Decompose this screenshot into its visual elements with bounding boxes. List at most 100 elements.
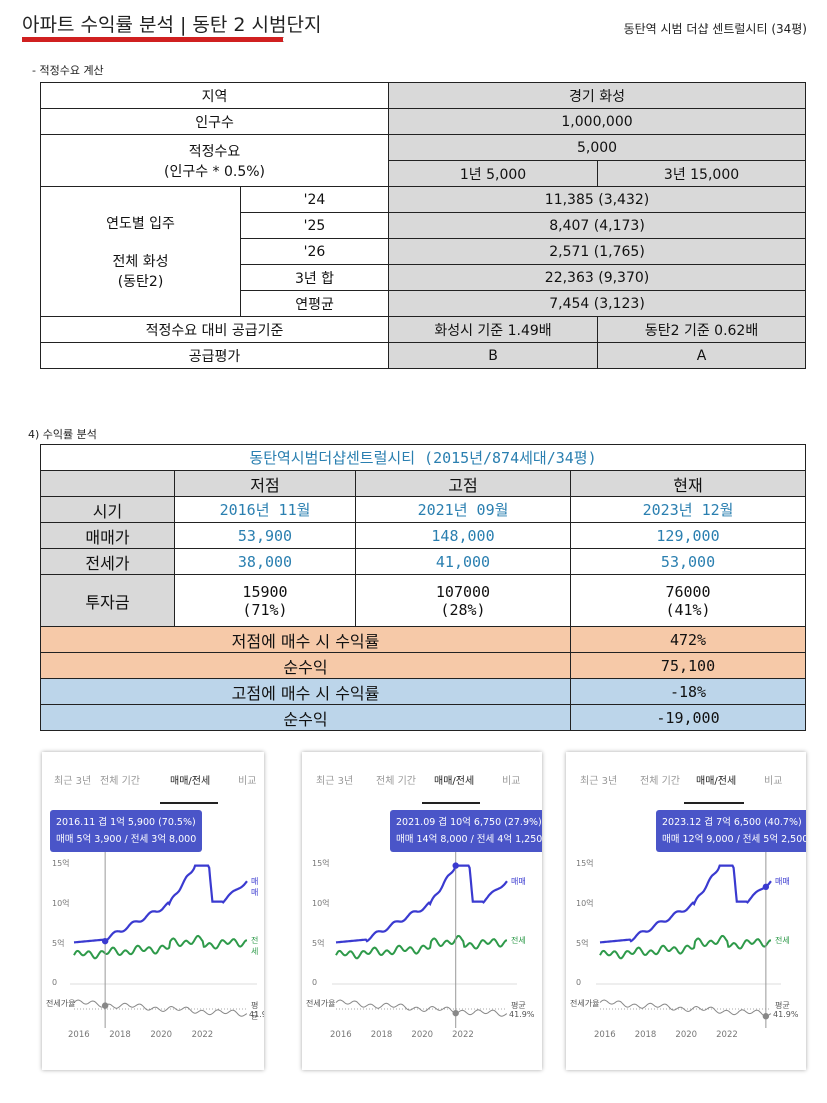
x-tick-label: 2016 — [594, 1030, 616, 1040]
move-in-label-line1: 연도별 입주 — [106, 215, 175, 232]
population-value: 1,000,000 — [388, 108, 807, 135]
chart-tab[interactable]: 매매/전세 — [696, 776, 737, 787]
chart-tab[interactable]: 비교 — [238, 776, 257, 787]
period-value: 2021년 09월 — [355, 496, 571, 523]
chart-tab[interactable]: 전체 기간 — [640, 776, 680, 787]
year-label: '26 — [239, 238, 390, 265]
chart-tooltip: 2023.12 겹 7억 6,500 (40.7%) 매매 12억 9,000 /… — [656, 810, 806, 852]
sale-series-label: 매매 — [511, 877, 526, 887]
sale-marker — [101, 937, 109, 945]
eval-dongtan: A — [597, 342, 807, 369]
chart-tab[interactable]: 전체 기간 — [100, 776, 140, 787]
demand-3y: 3년 15,000 — [597, 160, 807, 187]
price-chart-svg — [70, 852, 257, 1028]
active-tab-underline — [684, 802, 744, 804]
y-tick-label: 15억 — [52, 859, 70, 868]
x-tick-label: 2022 — [452, 1030, 474, 1040]
period-value: 2023년 12월 — [569, 496, 807, 523]
demand-value: 5,000 — [388, 134, 807, 161]
chart-tabs: 최근 3년 전체 기간 매매/전세 비교 — [302, 772, 542, 792]
supply-dongtan: 동탄2 기준 0.62배 — [597, 316, 807, 343]
y-tick-label: 5억 — [312, 939, 325, 948]
ratio-series-line — [73, 999, 248, 1017]
jeonse-value: 41,000 — [355, 548, 571, 575]
sale-series-line — [73, 864, 248, 944]
section2-label: 4) 수익률 분석 — [28, 428, 97, 441]
sale-value: 53,900 — [174, 522, 356, 549]
jeonse-value: 38,000 — [174, 548, 356, 575]
jeonse-series-line — [73, 934, 248, 960]
chart-tab[interactable]: 비교 — [764, 776, 783, 787]
jeonse-series-label: 전세 — [251, 936, 259, 957]
eval-label: 공급평가 — [39, 342, 390, 369]
invest-pct: (28%) — [440, 600, 486, 619]
supply-hwaseong: 화성시 기준 1.49배 — [388, 316, 599, 343]
year-value: 11,385 (3,432) — [388, 186, 807, 213]
ratio-marker — [452, 1009, 459, 1017]
region-label: 지역 — [39, 82, 390, 109]
year-value: 7,454 (3,123) — [388, 290, 807, 317]
jeonse-series-label: 전세 — [775, 936, 790, 946]
page-subtitle: 동탄역 시범 더샵 센트럴시티 (34평) — [623, 22, 807, 36]
y-tick-label: 0 — [312, 978, 318, 987]
ratio-average-label: 평균 — [775, 1001, 790, 1010]
chart-tab[interactable]: 비교 — [502, 776, 521, 787]
ratio-label: 전세가율 — [306, 999, 336, 1008]
x-tick-label: 2020 — [411, 1030, 434, 1040]
y-tick-label: 5억 — [52, 939, 65, 948]
chart-tab[interactable]: 최근 3년 — [580, 776, 618, 787]
ratio-label: 전세가율 — [570, 999, 600, 1008]
active-tab-underline — [160, 802, 218, 804]
invest-amount: 107000 — [435, 582, 491, 601]
y-tick-label: 10억 — [576, 899, 594, 908]
y-tick-label: 0 — [576, 978, 582, 987]
sale-label: 매매가 — [40, 522, 175, 549]
chart-tab[interactable]: 최근 3년 — [316, 776, 354, 787]
section1-label: - 적정수요 계산 — [32, 64, 104, 77]
high-net-label: 순수익 — [40, 704, 571, 731]
chart-tab[interactable]: 최근 3년 — [54, 776, 92, 787]
x-tick-label: 2022 — [716, 1030, 738, 1040]
chart-tabs: 최근 3년 전체 기간 매매/전세 비교 — [566, 772, 806, 792]
roi-title: 동탄역시범더샵센트럴시티 (2015년/874세대/34평) — [39, 444, 807, 471]
x-tick-label: 2016 — [330, 1030, 352, 1040]
jeonse-value: 53,000 — [569, 548, 807, 575]
year-value: 22,363 (9,370) — [388, 264, 807, 291]
low-roi-label: 저점에 매수 시 수익률 — [40, 626, 571, 653]
move-in-label-line2: 전체 화성 — [112, 253, 169, 270]
ratio-series-line — [335, 999, 508, 1017]
year-label: 연평균 — [239, 290, 390, 317]
eval-hwaseong: B — [388, 342, 599, 369]
sale-series-line — [599, 864, 772, 944]
price-chart-svg — [332, 852, 517, 1028]
header-bar-red — [22, 37, 283, 42]
sale-series-label: 매매 — [251, 877, 259, 898]
jeonse-series-label: 전세 — [511, 936, 526, 946]
period-value: 2016년 11월 — [174, 496, 356, 523]
year-value: 8,407 (4,173) — [388, 212, 807, 239]
demand-label: 적정수요 (인구수 * 0.5%) — [39, 134, 390, 187]
invest-cell: 107000 (28%) — [355, 574, 571, 627]
x-tick-label: 2020 — [150, 1030, 173, 1040]
col-header-high: 고점 — [355, 470, 571, 497]
chart-tab[interactable]: 전체 기간 — [376, 776, 416, 787]
sale-marker — [452, 862, 459, 869]
y-tick-label: 0 — [52, 978, 58, 987]
price-chart-svg — [596, 852, 781, 1028]
ratio-average-value: 41.9% — [249, 1010, 264, 1019]
price-chart-high: 최근 3년 전체 기간 매매/전세 비교 15억 10억 5억 0 2016 2018 2020 20… — [302, 752, 542, 1070]
low-net-label: 순수익 — [40, 652, 571, 679]
year-label: '25 — [239, 212, 390, 239]
jeonse-label: 전세가 — [40, 548, 175, 575]
tooltip-line1: 2021.09 겹 10억 6,750 (27.9%) — [396, 817, 542, 828]
chart-tab[interactable]: 매매/전세 — [434, 776, 475, 787]
chart-tooltip: 2016.11 겹 1억 5,900 (70.5%) 매매 5억 3,900 / … — [50, 810, 203, 852]
x-tick-label: 2016 — [68, 1030, 90, 1040]
move-in-label: 연도별 입주 전체 화성 (동탄2) — [40, 186, 241, 317]
x-tick-label: 2018 — [634, 1030, 657, 1040]
chart-tab[interactable]: 매매/전세 — [170, 776, 211, 787]
period-label: 시기 — [40, 496, 175, 523]
ratio-label: 전세가율 — [46, 999, 76, 1008]
invest-cell: 76000 (41%) — [569, 574, 807, 627]
ratio-marker — [101, 1002, 109, 1009]
